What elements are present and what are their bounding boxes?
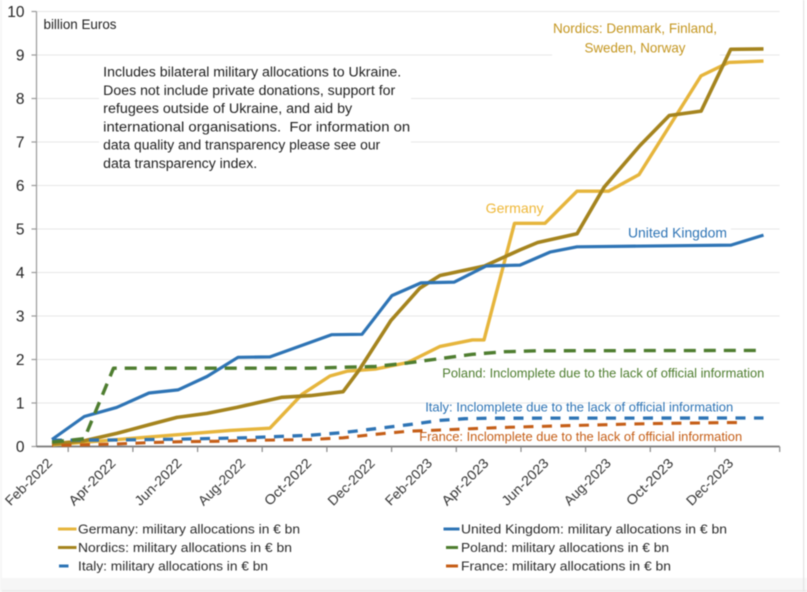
svg-text:Includes bilateral military al: Includes bilateral military allocations … [103, 65, 401, 80]
svg-text:United Kingdom: United Kingdom [628, 226, 727, 241]
svg-text:data transparency index.: data transparency index. [103, 156, 257, 171]
svg-text:1: 1 [16, 396, 25, 413]
svg-text:Germany: military allocations: Germany: military allocations in € bn [78, 522, 300, 537]
svg-text:refugees outside of Ukraine, a: refugees outside of Ukraine, and aid by [103, 101, 352, 116]
svg-text:Germany: Germany [486, 201, 544, 216]
svg-text:Italy: military allocations in: Italy: military allocations in € bn [78, 559, 268, 574]
svg-text:5: 5 [16, 222, 25, 239]
svg-text:France: military allocations i: France: military allocations in € bn [461, 559, 671, 574]
svg-text:Italy: Inclomplete due to the: Italy: Inclomplete due to the lack of of… [425, 400, 733, 415]
svg-text:7: 7 [16, 135, 25, 152]
svg-text:Poland: military allocations i: Poland: military allocations in € bn [461, 540, 669, 555]
svg-text:8: 8 [16, 91, 25, 108]
svg-text:Nordics: Denmark, Finland,: Nordics: Denmark, Finland, [553, 21, 717, 36]
svg-text:billion Euros: billion Euros [44, 17, 117, 32]
svg-text:3: 3 [16, 309, 25, 326]
svg-text:6: 6 [16, 178, 25, 195]
svg-text:0: 0 [16, 439, 25, 456]
svg-text:international organisations.: international organisations. For informa… [103, 119, 410, 134]
svg-text:2: 2 [16, 352, 25, 369]
svg-text:9: 9 [16, 48, 25, 65]
svg-text:10: 10 [7, 4, 25, 21]
svg-text:4: 4 [16, 265, 25, 282]
svg-text:Sweden, Norway: Sweden, Norway [585, 41, 686, 56]
svg-text:Nordics: military allocations: Nordics: military allocations in € bn [78, 540, 292, 555]
svg-text:Poland: Inclomplete due to the: Poland: Inclomplete due to the lack of o… [442, 366, 764, 381]
svg-text:France: Inclomplete due to the: France: Inclomplete due to the lack of o… [419, 429, 742, 444]
svg-text:Does not include private donat: Does not include private donations, supp… [103, 83, 396, 98]
svg-text:United Kingdom: military alloc: United Kingdom: military allocations in … [461, 522, 727, 537]
svg-text:data quality and transparency: data quality and transparency please see… [103, 138, 381, 153]
